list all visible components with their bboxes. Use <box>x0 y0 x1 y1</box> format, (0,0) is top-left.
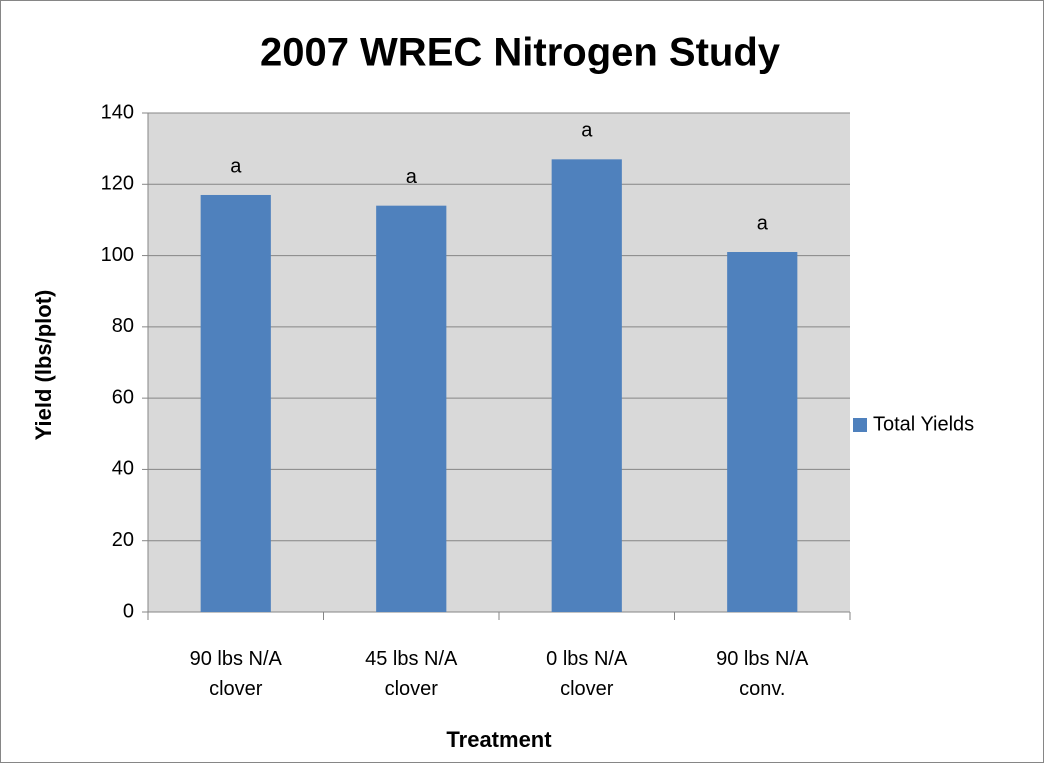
x-tick-label: 0 lbs N/A clover <box>546 648 628 700</box>
chart-title: 2007 WREC Nitrogen Study <box>260 31 781 75</box>
y-axis-label: Yield (lbs/plot) <box>31 290 56 441</box>
legend-label: Total Yields <box>873 413 974 435</box>
x-tick-label: 90 lbs N/A conv. <box>716 648 809 700</box>
bar <box>200 194 271 612</box>
x-axis-label: Treatment <box>446 727 552 752</box>
y-tick-label: 0 <box>123 600 134 622</box>
bar-annotation: a <box>757 212 769 234</box>
x-tick-label: 45 lbs N/A clover <box>365 648 458 700</box>
bar <box>551 159 622 613</box>
y-tick-label: 40 <box>112 458 134 480</box>
bar-annotation: a <box>230 155 242 177</box>
y-tick-label: 140 <box>101 101 134 123</box>
y-tick-label: 60 <box>112 386 134 408</box>
bar <box>727 252 798 612</box>
y-tick-label: 20 <box>112 529 134 551</box>
legend-swatch <box>853 418 867 432</box>
bar-annotation: a <box>581 120 593 142</box>
y-tick-label: 80 <box>112 315 134 337</box>
bar-annotation: a <box>406 166 418 188</box>
x-tick-label: 90 lbs N/A clover <box>189 648 282 700</box>
y-tick-label: 120 <box>101 173 134 195</box>
y-tick-label: 100 <box>101 244 134 266</box>
bar <box>376 205 447 612</box>
